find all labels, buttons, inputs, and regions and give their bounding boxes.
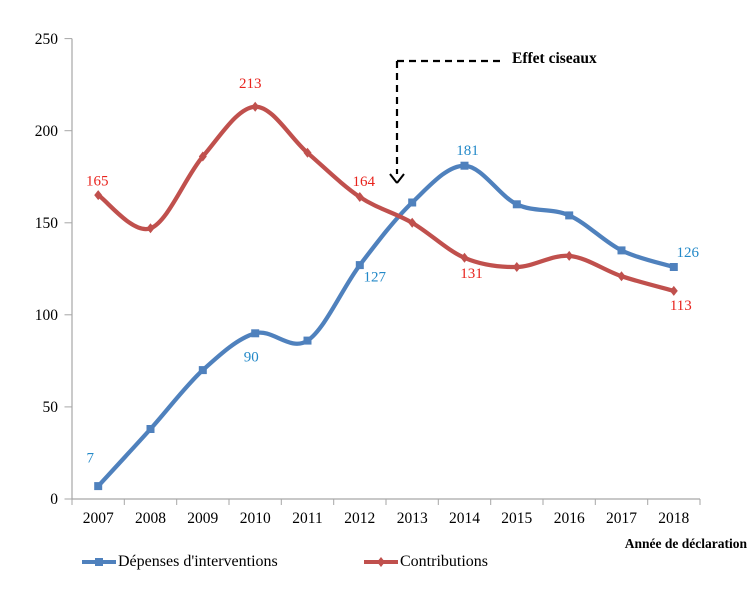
legend-label-depenses: Dépenses d'interventions [118, 553, 278, 570]
data-label: 131 [460, 266, 483, 282]
x-tick-label: 2014 [449, 510, 480, 527]
y-tick-label: 50 [43, 399, 59, 416]
x-tick-label: 2009 [187, 510, 218, 527]
y-tick-label: 250 [35, 31, 59, 48]
y-tick-label: 150 [35, 215, 59, 232]
data-label: 127 [364, 269, 387, 285]
x-tick-label: 2012 [344, 510, 375, 527]
x-tick-label: 2016 [554, 510, 585, 527]
y-tick-label: 100 [35, 307, 59, 324]
data-label: 165 [86, 173, 109, 189]
y-tick-label: 200 [35, 123, 59, 140]
annotation-effet-ciseaux: Effet ciseaux [512, 50, 597, 67]
x-tick-label: 2017 [606, 510, 637, 527]
annotation-arrow [389, 59, 505, 184]
data-label: 181 [456, 143, 479, 159]
data-label: 213 [239, 76, 262, 92]
data-label: 126 [677, 245, 700, 261]
legend-item-contributions: Contributions [364, 550, 488, 574]
data-label: 113 [670, 298, 692, 314]
legend: Dépenses d'interventions Contributions [0, 550, 754, 574]
legend-marker-contributions-diamond-icon [364, 555, 398, 569]
legend-label-contributions: Contributions [400, 553, 489, 570]
x-axis-title: Année de déclaration [624, 536, 747, 551]
legend-item-depenses: Dépenses d'interventions [82, 550, 278, 574]
data-label: 164 [353, 174, 376, 190]
data-label: 7 [86, 450, 94, 466]
x-tick-label: 2008 [135, 510, 166, 527]
series-contributions: 165 213 164 131 113 [86, 76, 692, 314]
x-tick-label: 2015 [501, 510, 532, 527]
x-tick-label: 2018 [658, 510, 689, 527]
x-tick-label: 2013 [397, 510, 428, 527]
legend-marker-depenses-square-icon [82, 555, 116, 569]
axes: 0 50 100 150 200 250 2007 2008 2009 2010 2011 2012 2… [35, 31, 701, 527]
y-tick-label: 0 [50, 491, 58, 508]
x-tick-label: 2011 [292, 510, 322, 527]
series-depenses: 7 90 127 181 126 [86, 143, 700, 491]
data-label: 90 [244, 350, 259, 366]
x-tick-label: 2010 [240, 510, 271, 527]
x-tick-label: 2007 [83, 510, 114, 527]
